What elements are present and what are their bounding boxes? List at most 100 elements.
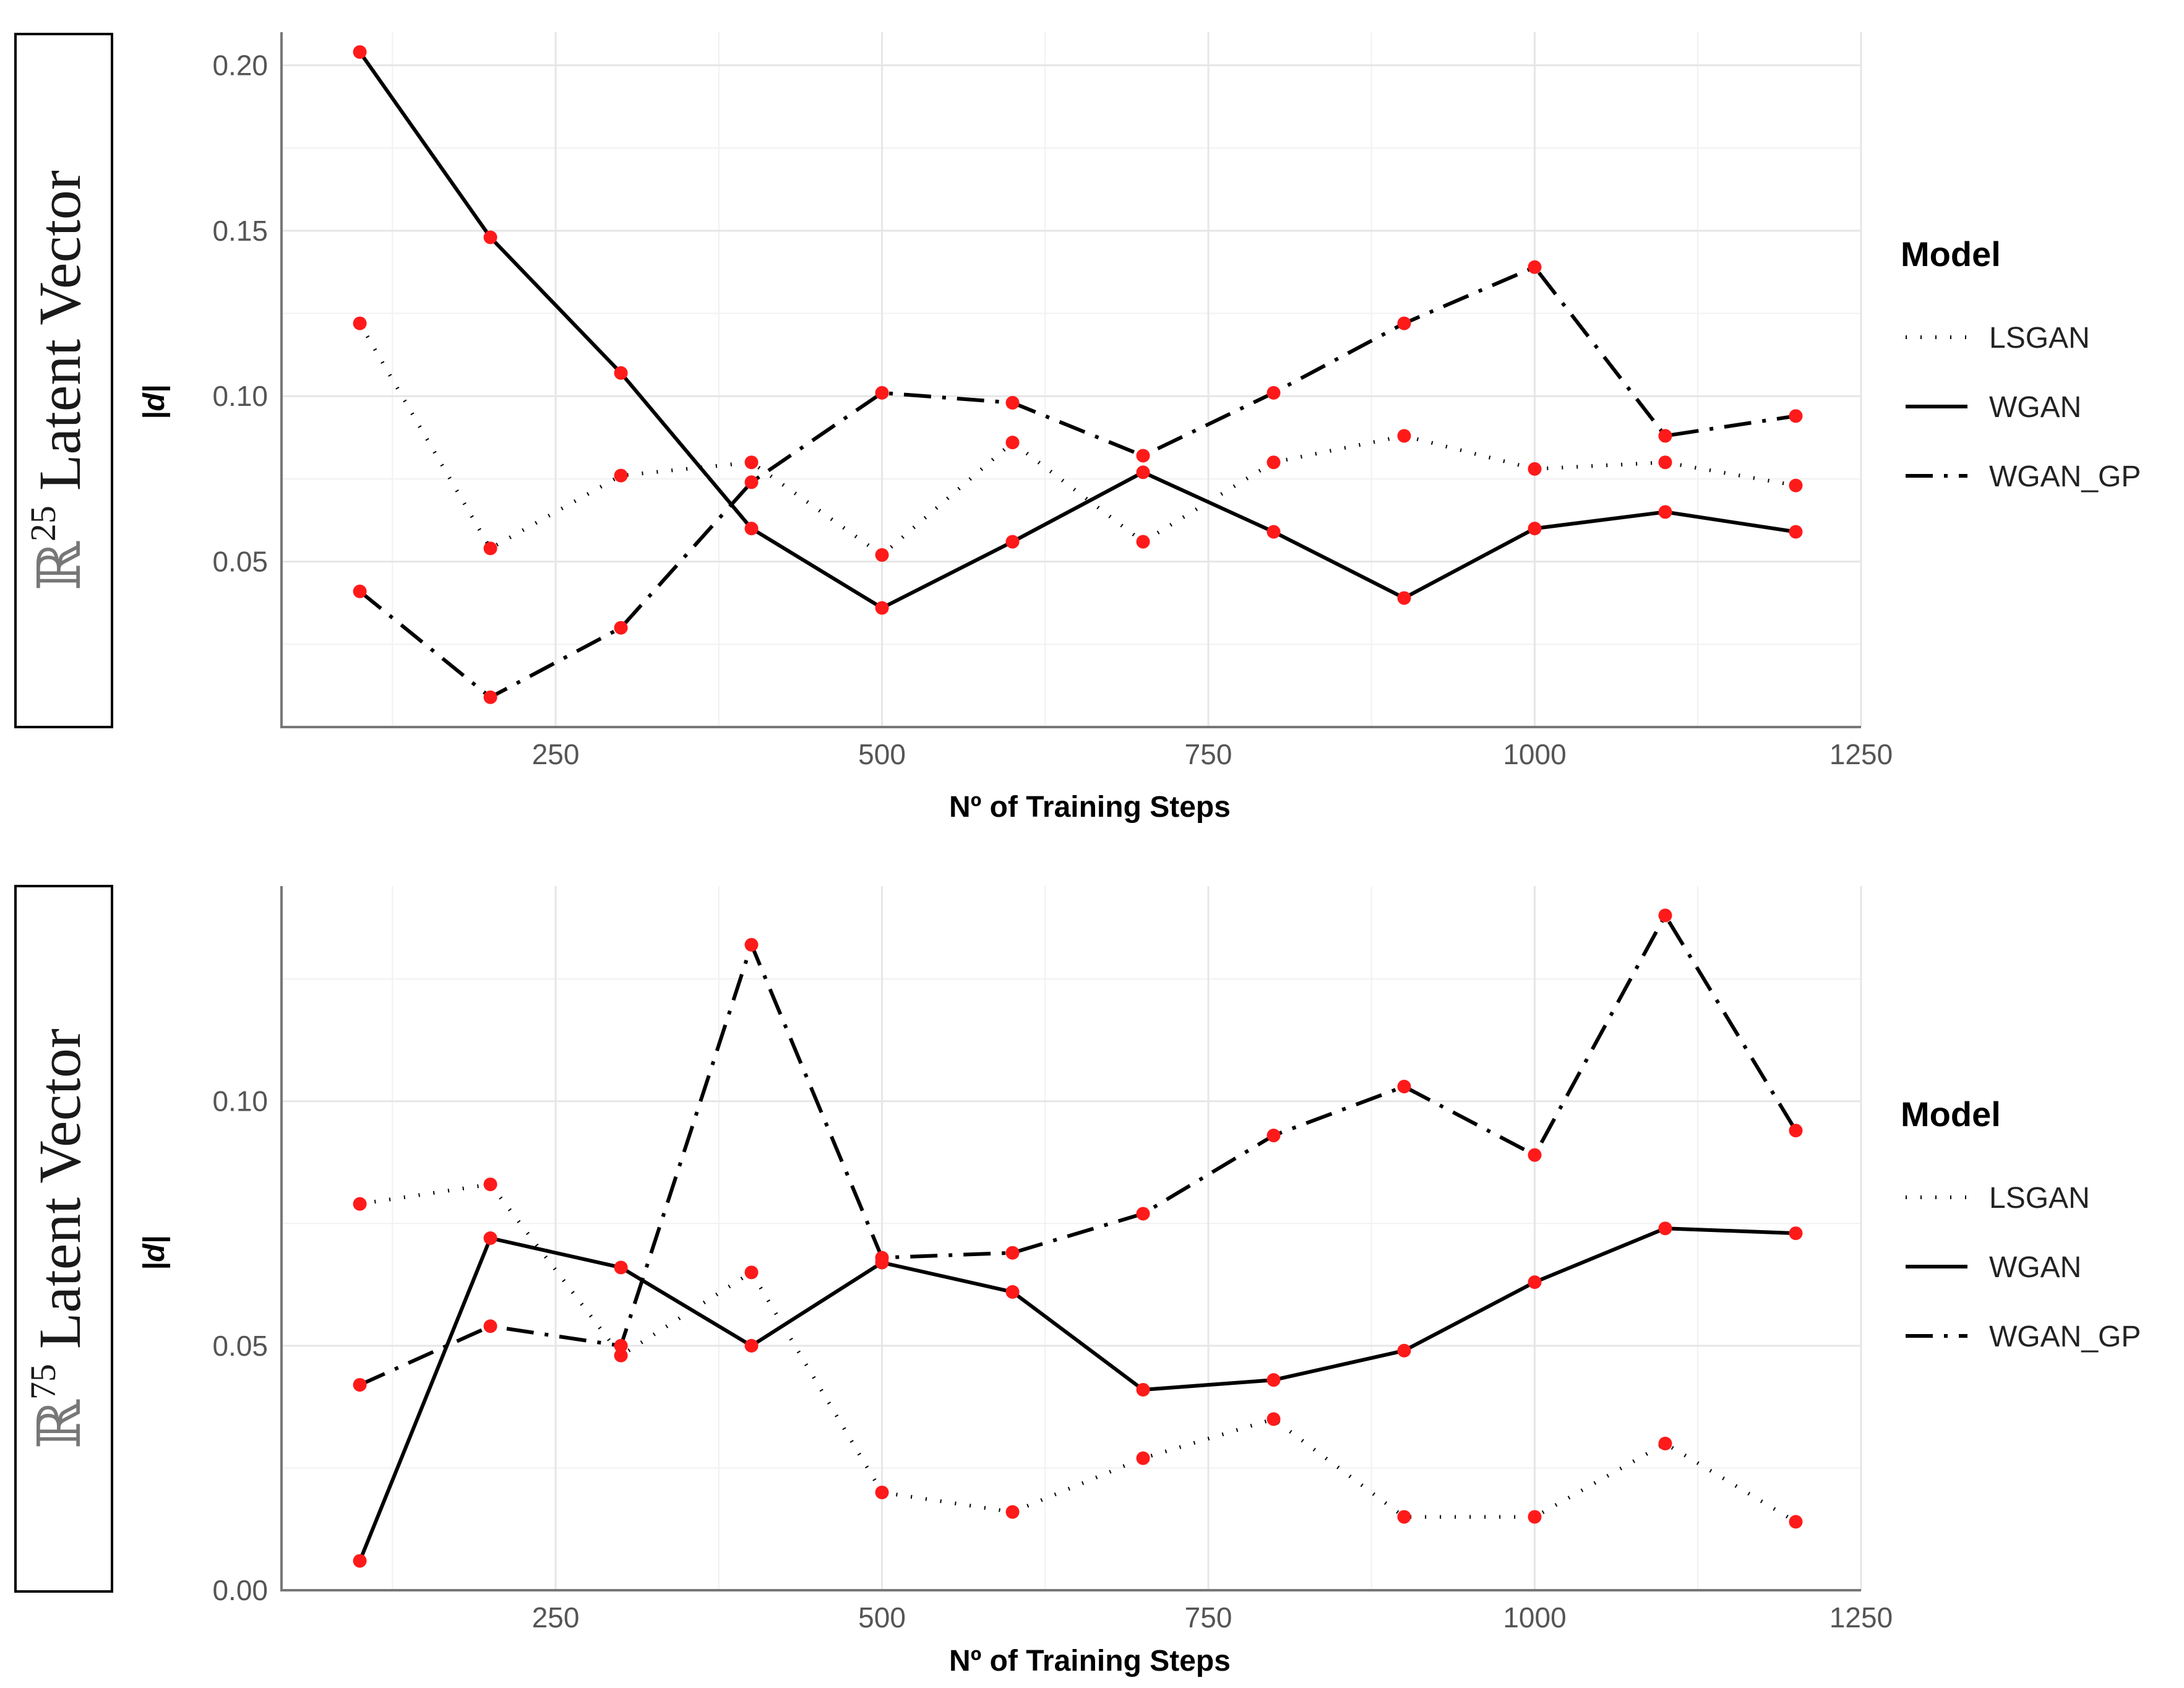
series-line-lsgan bbox=[358, 322, 1797, 557]
legend-label-wgan: WGAN bbox=[1989, 1251, 2081, 1284]
data-point-lsgan bbox=[483, 541, 497, 556]
legend-label-wgan: WGAN bbox=[1989, 391, 2081, 424]
row-label-text: ℝ25 Latent Vector bbox=[23, 170, 93, 591]
x-tick-label: 500 bbox=[858, 738, 906, 770]
series-line-lsgan bbox=[359, 1182, 1797, 1523]
data-point-lsgan bbox=[875, 1485, 889, 1499]
data-point-wgan_gp bbox=[353, 1378, 367, 1392]
data-point-wgan_gp bbox=[1136, 1207, 1150, 1221]
series-line-wgan_gp bbox=[359, 913, 1798, 1387]
data-point-wgan bbox=[744, 522, 759, 536]
row-label-box: ℝ25 Latent Vector bbox=[14, 33, 113, 728]
row-label-frame bbox=[14, 33, 113, 728]
legend-label-lsgan: LSGAN bbox=[1989, 1182, 2090, 1215]
data-point-wgan_gp bbox=[1136, 449, 1150, 463]
data-point-lsgan bbox=[1397, 1510, 1411, 1524]
data-point-lsgan bbox=[614, 468, 628, 483]
y-tick-label: 0.00 bbox=[212, 1574, 268, 1606]
x-tick-label: 1250 bbox=[1829, 738, 1893, 770]
x-tick-label: 750 bbox=[1185, 738, 1232, 770]
legend: Model LSGAN WGAN WGAN_GP bbox=[1901, 1095, 2141, 1353]
data-point-lsgan bbox=[1005, 1505, 1020, 1519]
y-tick-label: 0.05 bbox=[212, 546, 268, 578]
row-label-suffix: Latent Vector bbox=[27, 1028, 93, 1364]
data-point-wgan_gp bbox=[1658, 429, 1672, 443]
y-tick-label: 0.10 bbox=[212, 380, 268, 412]
data-point-wgan bbox=[1658, 505, 1672, 519]
data-point-wgan bbox=[1528, 522, 1542, 536]
axes bbox=[280, 886, 1861, 1591]
row-label-exponent: 75 bbox=[23, 1364, 63, 1400]
data-point-wgan bbox=[875, 601, 889, 615]
row-label-exponent: 25 bbox=[23, 506, 63, 541]
data-point-lsgan bbox=[744, 1265, 759, 1280]
data-point-wgan bbox=[353, 45, 367, 59]
row-label-box: ℝ75 Latent Vector bbox=[14, 885, 113, 1593]
data-point-lsgan bbox=[1266, 455, 1281, 470]
chart-panel-2: ℝ75 Latent Vector 250 500 750 1000 1250 0.00 0.… bbox=[14, 885, 2141, 1677]
x-tick-label: 250 bbox=[532, 738, 580, 770]
data-point-wgan_gp bbox=[1397, 316, 1411, 330]
data-point-lsgan bbox=[1528, 462, 1542, 476]
data-point-wgan bbox=[744, 1338, 759, 1353]
row-label-text: ℝ75 Latent Vector bbox=[23, 1028, 93, 1449]
data-point-wgan_gp bbox=[1789, 409, 1803, 423]
data-point-wgan bbox=[1528, 1275, 1542, 1290]
data-point-wgan bbox=[1397, 1343, 1411, 1358]
data-point-wgan bbox=[353, 1554, 367, 1568]
data-point-wgan bbox=[483, 1231, 497, 1245]
data-point-wgan bbox=[1005, 535, 1020, 549]
y-axis-title: |d| bbox=[138, 385, 171, 420]
data-point-wgan_gp bbox=[483, 690, 497, 704]
data-point-lsgan bbox=[1789, 1515, 1803, 1529]
y-tick-label: 0.10 bbox=[212, 1085, 268, 1117]
data-point-wgan_gp bbox=[1789, 1124, 1803, 1138]
data-point-lsgan bbox=[353, 1197, 367, 1211]
x-tick-label: 1250 bbox=[1829, 1601, 1893, 1634]
row-label-symbol: ℝ bbox=[27, 1399, 93, 1449]
legend-label-lsgan: LSGAN bbox=[1989, 322, 2090, 355]
data-point-lsgan bbox=[483, 1178, 497, 1192]
data-point-wgan bbox=[1136, 465, 1150, 480]
data-point-lsgan bbox=[1658, 1436, 1672, 1450]
data-point-lsgan bbox=[1397, 429, 1411, 443]
x-axis-title: Nº of Training Steps bbox=[949, 1645, 1231, 1677]
data-point-wgan_gp bbox=[483, 1319, 497, 1333]
series-line-wgan bbox=[358, 51, 1796, 610]
data-point-wgan_gp bbox=[614, 621, 628, 635]
legend-label-wgan_gp: WGAN_GP bbox=[1989, 1320, 2141, 1353]
data-point-wgan_gp bbox=[1005, 395, 1020, 410]
data-point-lsgan bbox=[1136, 1451, 1150, 1465]
data-point-lsgan bbox=[1528, 1510, 1542, 1524]
data-point-wgan_gp bbox=[1658, 908, 1672, 923]
y-tick-label: 0.20 bbox=[212, 49, 268, 81]
data-point-wgan bbox=[1136, 1382, 1150, 1397]
data-point-wgan bbox=[1266, 1373, 1281, 1387]
data-point-wgan_gp bbox=[353, 584, 367, 598]
legend-title: Model bbox=[1901, 235, 2001, 273]
data-point-lsgan bbox=[1658, 455, 1672, 470]
data-point-lsgan bbox=[353, 316, 367, 330]
row-label-frame bbox=[14, 885, 113, 1593]
data-point-wgan bbox=[614, 366, 628, 380]
data-point-wgan bbox=[1397, 591, 1411, 605]
data-point-wgan_gp bbox=[1528, 260, 1542, 274]
data-point-lsgan bbox=[744, 455, 759, 470]
y-tick-label: 0.15 bbox=[212, 215, 268, 247]
data-point-wgan_gp bbox=[744, 937, 759, 952]
x-tick-label: 500 bbox=[858, 1601, 906, 1634]
row-label-suffix: Latent Vector bbox=[27, 170, 93, 506]
y-axis-title: |d| bbox=[138, 1236, 171, 1270]
data-point-wgan bbox=[1658, 1221, 1672, 1236]
x-axis-title: Nº of Training Steps bbox=[949, 791, 1231, 824]
legend-title: Model bbox=[1901, 1095, 2001, 1134]
data-point-wgan_gp bbox=[744, 475, 759, 489]
y-tick-label: 0.05 bbox=[212, 1330, 268, 1362]
x-tick-label: 1000 bbox=[1503, 738, 1566, 770]
data-point-wgan bbox=[1789, 525, 1803, 539]
data-point-wgan_gp bbox=[1005, 1246, 1020, 1260]
data-point-wgan_gp bbox=[1397, 1080, 1411, 1094]
x-tick-label: 750 bbox=[1185, 1601, 1232, 1634]
data-point-wgan_gp bbox=[614, 1338, 628, 1353]
data-point-wgan_gp bbox=[1266, 385, 1281, 400]
